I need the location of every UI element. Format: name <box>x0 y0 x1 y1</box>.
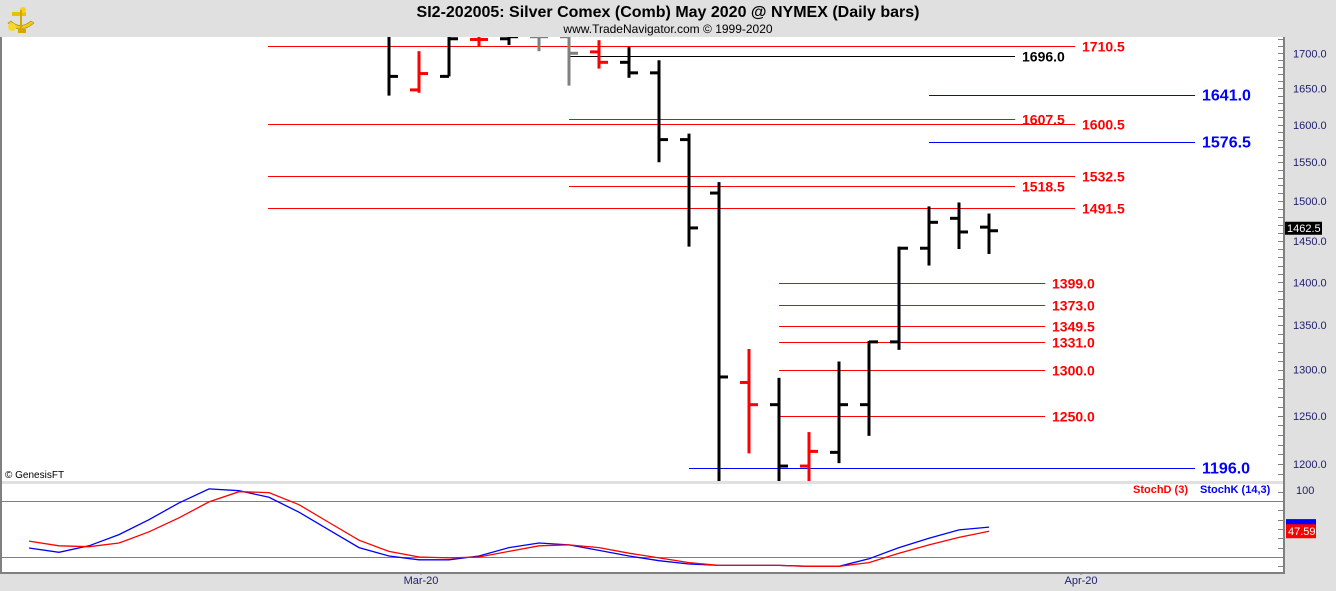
stochd-value-box <box>1286 524 1316 539</box>
ohlc-bar <box>830 361 848 464</box>
price-level-label: 1300.0 <box>1052 363 1095 379</box>
price-level-label: 1349.5 <box>1052 319 1095 335</box>
price-tick-label: 1600.0 <box>1293 120 1327 132</box>
price-level-label: 1710.5 <box>1082 39 1125 55</box>
ohlc-bar <box>800 432 818 481</box>
ohlc-bar <box>410 51 428 93</box>
time-tick-label: Apr-20 <box>1064 575 1097 587</box>
price-tick-label: 1350.0 <box>1293 320 1327 332</box>
price-axis[interactable]: 1700.0 1650.0 1600.0 1550.0 1500.0 1450.0 1400… <box>1278 39 1327 475</box>
time-axis: Mar-20 Apr-20 <box>404 572 1098 587</box>
stoch-axis: 47.59 <box>1278 492 1316 567</box>
ohlc-bar <box>950 202 968 250</box>
stochd-line <box>28 491 990 567</box>
ohlc-bar <box>560 37 578 86</box>
ohlc-bar <box>590 40 608 69</box>
ohlc-bar <box>680 133 698 247</box>
ohlc-bar <box>710 182 728 481</box>
price-tick-label: 1500.0 <box>1293 196 1327 208</box>
price-levels <box>268 46 1195 469</box>
price-level-label: 1576.5 <box>1202 135 1251 152</box>
price-tick-label: 1650.0 <box>1293 83 1327 95</box>
time-tick-label: Mar-20 <box>404 575 439 587</box>
price-level-label: 1196.0 <box>1202 461 1250 478</box>
price-panel <box>2 37 1283 481</box>
ohlc-bar <box>650 60 668 163</box>
stochk-value-box <box>1286 519 1316 528</box>
price-level-label: 1607.5 <box>1022 112 1065 128</box>
stoch-axis-100: 100 <box>1296 485 1314 497</box>
last-price-box <box>1285 221 1322 235</box>
price-level-label: 1518.5 <box>1022 179 1065 195</box>
price-tick-label: 1300.0 <box>1293 365 1327 377</box>
price-level-label: 1373.0 <box>1052 298 1095 314</box>
ohlc-bar <box>440 37 458 78</box>
ohlc-bar <box>770 377 788 481</box>
ohlc-bar <box>470 37 488 48</box>
ohlc-bar <box>387 37 398 96</box>
legend-stochd: StochD (3) <box>1133 484 1188 496</box>
stochd-value-label: 47.59 <box>1288 526 1316 538</box>
price-level-label: 1600.5 <box>1082 117 1125 133</box>
legend-stochk: StochK (14,3) <box>1200 484 1271 496</box>
price-level-label: 1491.5 <box>1082 201 1125 217</box>
price-level-label: 1250.0 <box>1052 409 1095 425</box>
chart-subtitle: www.TradeNavigator.com © 1999-2020 <box>562 22 772 36</box>
price-level-labels: 1710.5 1696.0 1641.0 1607.5 1600.5 1576.5 1532… <box>1022 39 1251 478</box>
price-tick-label: 1450.0 <box>1293 236 1327 248</box>
sextant-logo-icon <box>7 7 35 33</box>
price-tick-label: 1550.0 <box>1293 157 1327 169</box>
ohlc-bar <box>500 37 518 45</box>
price-level-label: 1641.0 <box>1202 88 1251 105</box>
ohlc-bar <box>920 206 938 266</box>
ohlc-bar <box>980 213 998 254</box>
price-level-label: 1331.0 <box>1052 335 1095 351</box>
stochastic-panel <box>2 484 1283 572</box>
ohlc-bar <box>860 340 878 436</box>
stoch-lines <box>28 488 990 567</box>
ohlc-bar <box>530 37 548 52</box>
chart-title: SI2-202005: Silver Comex (Comb) May 2020… <box>417 4 920 21</box>
ohlc-bars <box>387 37 998 481</box>
ohlc-bar <box>890 246 908 350</box>
ohlc-bar <box>620 47 638 78</box>
price-tick-label: 1400.0 <box>1293 277 1327 289</box>
last-price-label: 1462.5 <box>1287 223 1321 235</box>
price-level-label: 1696.0 <box>1022 49 1065 65</box>
price-tick-label: 1250.0 <box>1293 411 1327 423</box>
price-tick-label: 1200.0 <box>1293 459 1327 471</box>
price-level-label: 1399.0 <box>1052 276 1095 292</box>
ohlc-bar <box>740 348 758 454</box>
price-tick-label: 1700.0 <box>1293 48 1327 60</box>
price-level-label: 1532.5 <box>1082 169 1125 185</box>
copyright-label: © GenesisFT <box>5 470 64 481</box>
